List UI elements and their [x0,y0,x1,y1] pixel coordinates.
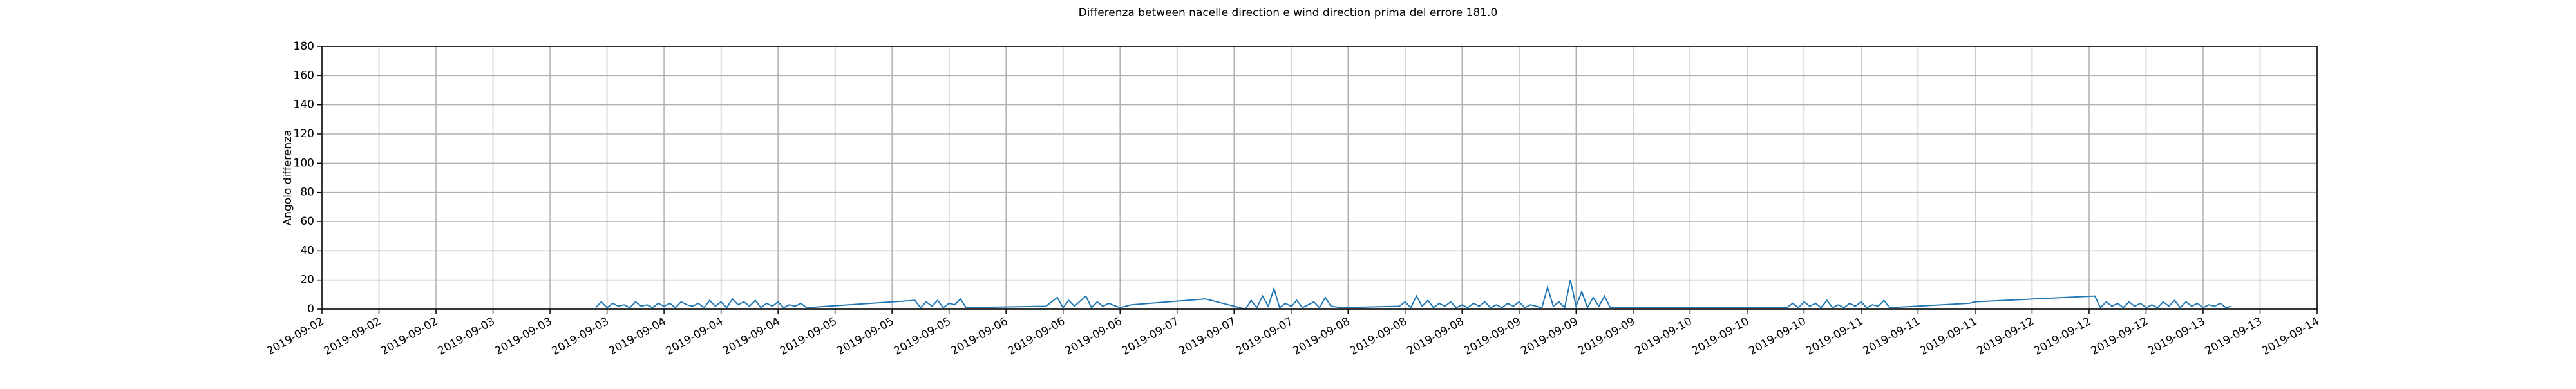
chart-title: Differenza between nacelle direction e w… [1079,6,1498,19]
y-tick-label: 60 [300,215,314,228]
y-tick-label: 160 [294,69,314,82]
plot-frame [321,46,2318,310]
y-tick-label: 0 [307,303,314,316]
y-axis-label: Angolo differenza [281,130,294,226]
y-tick-label: 80 [300,186,314,199]
y-tick-label: 20 [300,274,314,287]
y-tick-label: 180 [294,40,314,53]
y-tick-label: 120 [294,128,314,140]
y-tick-label: 140 [294,99,314,111]
y-tick-label: 100 [294,157,314,169]
y-tick-label: 40 [300,244,314,257]
data-line [595,280,2232,310]
